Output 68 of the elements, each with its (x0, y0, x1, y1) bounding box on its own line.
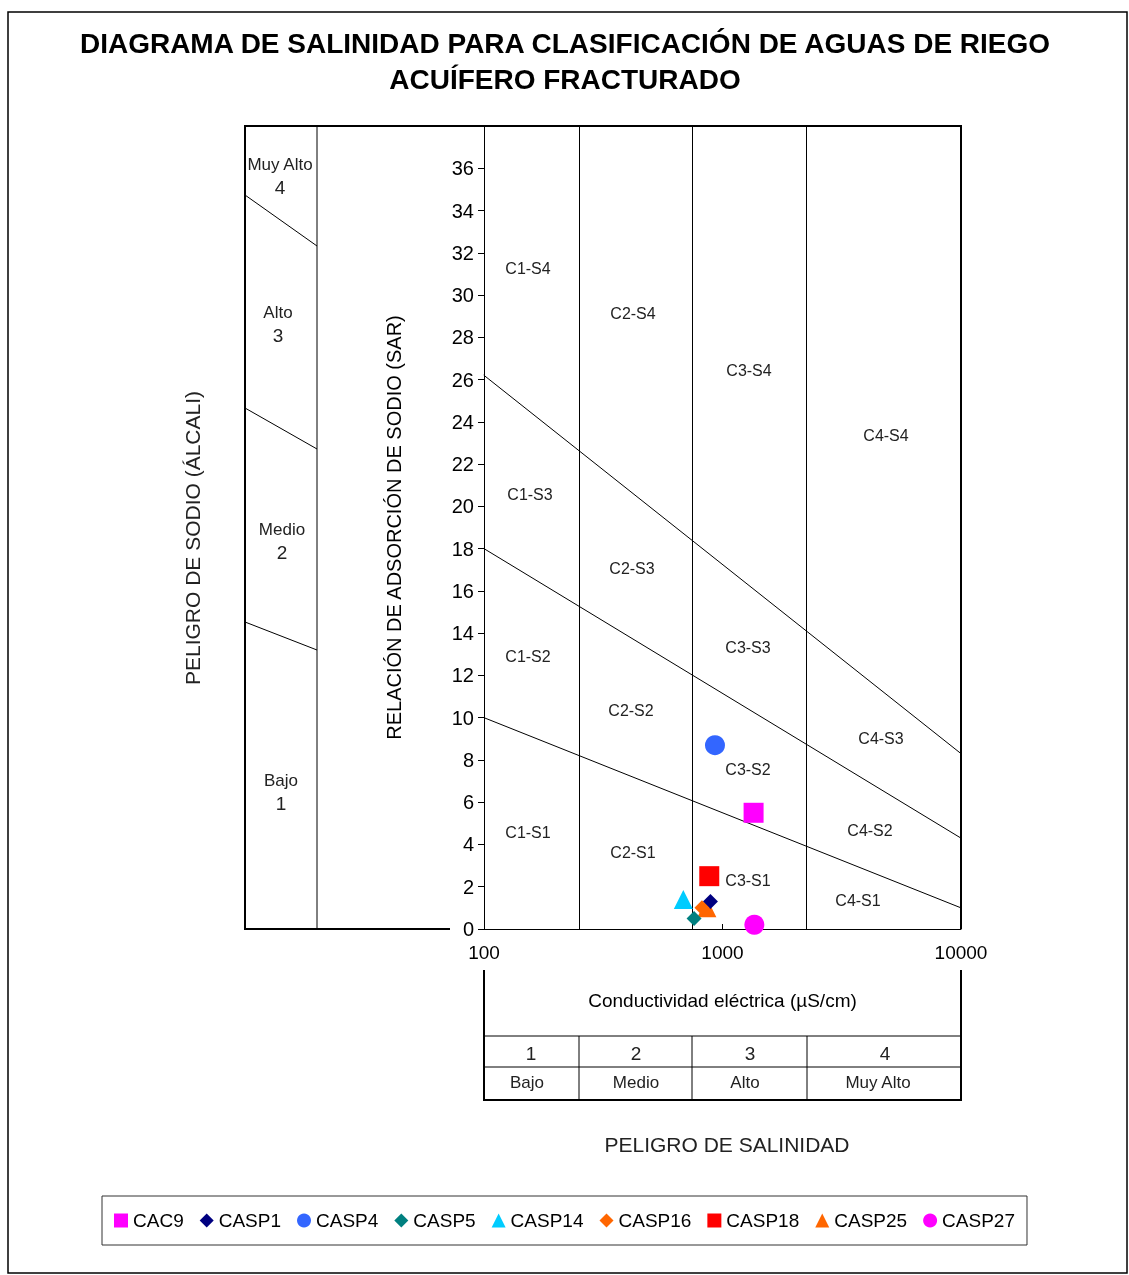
y-tick-label: 24 (451, 410, 474, 433)
x-axis-title: Conductividad eléctrica (µS/cm) (588, 990, 857, 1011)
y-tick-label: 26 (451, 368, 474, 391)
x-tick-label: 100 (468, 942, 500, 963)
annotation: C1-S1 (505, 824, 551, 842)
legend-label: CAC9 (133, 1210, 184, 1231)
text: Muy Alto (845, 1073, 911, 1093)
annotation: C4-S4 (863, 427, 909, 445)
y-tick-label: 8 (462, 748, 474, 771)
annotation: C2-S1 (610, 844, 656, 862)
y-tick-label: 36 (451, 157, 474, 180)
text: 4 (274, 177, 286, 199)
text: Medio (612, 1073, 660, 1093)
annotation: C4-S3 (858, 730, 904, 748)
annotation: C4-S1 (835, 892, 881, 910)
x-tick-label: 1000 (701, 942, 744, 963)
legend-label: CASP18 (726, 1210, 800, 1231)
legend-label: CASP4 (316, 1210, 379, 1231)
text: 3 (272, 325, 284, 347)
text: 4 (879, 1043, 891, 1065)
y-tick-label: 4 (462, 833, 474, 856)
y-tick-label: 16 (451, 579, 474, 602)
y-tick-label: 32 (451, 241, 474, 264)
annotation: C1-S2 (505, 648, 551, 666)
y-tick-label: 6 (462, 791, 474, 814)
legend-label: CASP5 (413, 1210, 476, 1231)
y-tick-label: 28 (451, 326, 474, 349)
y-axis-title: RELACIÓN DE ADSORCIÓN DE SODIO (SAR) (383, 315, 405, 740)
text: Alto (730, 1073, 760, 1093)
y-tick-label: 34 (451, 199, 474, 222)
y-tick-label: 2 (462, 875, 474, 898)
annotation: C4-S2 (847, 822, 893, 840)
y-tick-label: 18 (451, 537, 474, 560)
y-tick-label: 20 (451, 495, 474, 518)
annotation: C2-S4 (610, 305, 656, 323)
annotation: C1-S3 (507, 486, 553, 504)
annotation: C2-S2 (608, 702, 654, 720)
text: Alto (263, 303, 293, 323)
text: 2 (630, 1043, 642, 1065)
annotation: C3-S4 (726, 362, 772, 380)
text: 1 (525, 1043, 537, 1065)
text: Medio (258, 520, 306, 540)
annotation: C3-S3 (725, 639, 771, 657)
y-tick-label: 22 (451, 453, 474, 476)
text: 2 (276, 542, 288, 564)
text: Bajo (263, 771, 299, 791)
legend-label: CASP27 (942, 1210, 1015, 1231)
y-tick-label: 14 (451, 622, 474, 645)
text: PELIGRO DE SALINIDAD (604, 1133, 850, 1157)
annotation: C2-S3 (609, 560, 655, 578)
annotation: C3-S2 (725, 761, 771, 779)
text: PELIGRO DE SODIO (ÁLCALI) (181, 390, 205, 686)
x-tick-label: 10000 (934, 942, 988, 963)
text: 3 (744, 1043, 756, 1065)
chart-title: DIAGRAMA DE SALINIDAD PARA CLASIFICACIÓN DE AGUAS DE RIEGO ACUÍFERO FRACTURADO (78, 27, 1052, 97)
legend-label: CASP25 (834, 1210, 908, 1231)
annotation: C3-S1 (725, 872, 771, 890)
legend-label: CASP1 (218, 1210, 282, 1231)
text: Muy Alto (247, 155, 313, 175)
annotation: C1-S4 (505, 260, 551, 278)
y-tick-label: 12 (451, 664, 474, 687)
text: Bajo (509, 1073, 545, 1093)
y-tick-label: 0 (462, 918, 474, 940)
text: 1 (275, 793, 287, 815)
y-tick-label: 30 (451, 284, 474, 307)
legend-label: CASP16 (618, 1210, 692, 1231)
legend-label: CASP14 (510, 1210, 584, 1231)
y-tick-label: 10 (451, 706, 474, 729)
